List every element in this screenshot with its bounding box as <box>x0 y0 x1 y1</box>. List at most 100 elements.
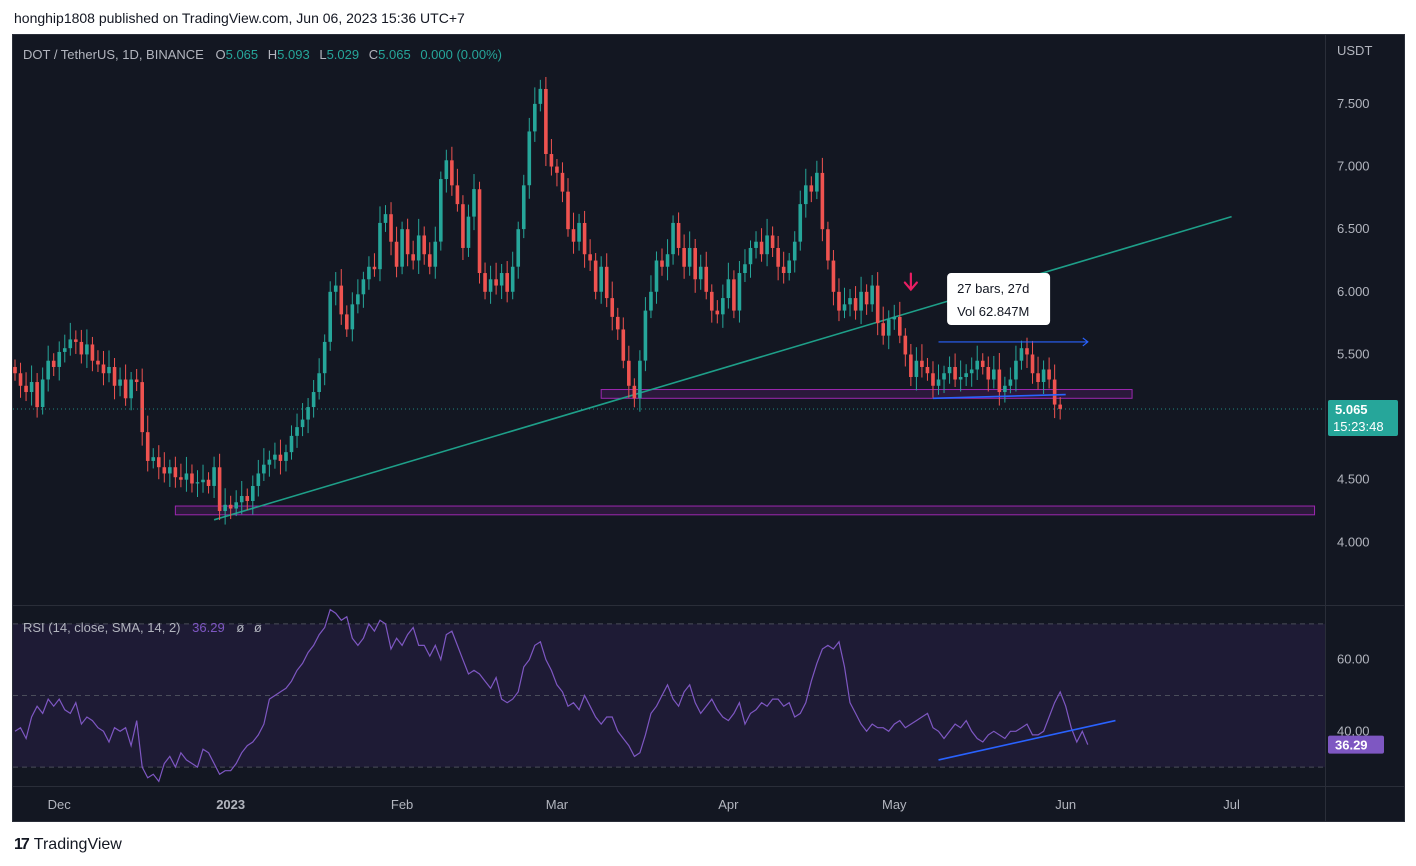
candle-body <box>571 229 576 242</box>
candle-body <box>544 88 548 155</box>
ascending-trendline <box>213 215 1232 521</box>
candle-body <box>444 160 449 180</box>
candle-body <box>737 273 742 311</box>
candle-body <box>416 235 421 261</box>
trendline-layer <box>213 215 1232 521</box>
candle-body <box>875 285 880 324</box>
candle-body <box>1036 373 1040 383</box>
measure-tooltip-line2: Vol 62.847M <box>957 304 1029 319</box>
candle-body <box>223 504 227 512</box>
candle-body <box>57 351 62 367</box>
candle-body <box>461 204 465 248</box>
candle-body <box>992 369 996 380</box>
candle-body <box>228 504 233 509</box>
low-label: L <box>319 47 326 62</box>
candle-body <box>732 279 736 311</box>
candle-body <box>687 247 692 267</box>
candle-body <box>245 496 250 502</box>
candle-body <box>798 204 803 242</box>
rsi-legend: RSI (14, close, SMA, 14, 2) 36.29 ø ø <box>23 620 262 635</box>
candle-body <box>394 241 399 267</box>
measure-tooltip-box <box>947 273 1051 326</box>
candle-body <box>909 354 913 377</box>
candle-body <box>604 266 609 299</box>
candle-body <box>256 473 261 486</box>
candle-body <box>759 241 764 255</box>
candle-body <box>499 273 504 286</box>
candle-body <box>671 222 675 255</box>
candle-body <box>721 298 725 315</box>
support-zone-1 <box>600 389 1133 399</box>
rsi-tick-1: 40.00 <box>1337 723 1370 738</box>
rsi-title: RSI (14, close, SMA, 14, 2) <box>23 620 181 635</box>
footer-logo-text: TradingView <box>33 836 122 853</box>
candle-body <box>35 382 39 408</box>
candle-body <box>803 185 808 205</box>
price-tick-0: 7.500 <box>1337 96 1370 111</box>
axes-layer: USDT 7.500 7.000 6.500 6.000 5.500 4.500 4.000 5… <box>13 35 1404 821</box>
candle-body <box>649 291 653 311</box>
candle-body <box>411 254 415 261</box>
candle-body <box>439 179 443 242</box>
footer-brand[interactable]: 17 TradingView <box>14 834 122 856</box>
candle-body <box>538 88 543 104</box>
candle-body <box>494 279 498 286</box>
rsi-legend-value: 36.29 <box>192 620 225 635</box>
candle-body <box>621 329 626 361</box>
candle-body <box>859 291 863 311</box>
candle-body <box>234 502 238 509</box>
candle-body <box>975 360 980 370</box>
candle-body <box>516 229 521 267</box>
candles-layer <box>13 76 1062 525</box>
candle-body <box>842 304 847 311</box>
candle-body <box>372 266 377 270</box>
candle-body <box>96 360 100 365</box>
candle-body <box>969 369 974 374</box>
candle-body <box>85 344 89 355</box>
last-price-label: 5.065 <box>1335 402 1368 417</box>
candle-body <box>250 485 255 501</box>
candle-body <box>1052 379 1057 405</box>
candle-body <box>770 235 775 248</box>
candle-body <box>698 266 703 280</box>
candle-body <box>389 214 393 242</box>
candle-body <box>588 254 592 261</box>
candle-body <box>549 154 554 167</box>
candle-body <box>654 260 659 292</box>
candle-body <box>190 473 194 484</box>
candle-body <box>239 496 244 503</box>
rsi-trendline <box>938 719 1116 761</box>
candle-body <box>62 348 67 352</box>
candle-body <box>433 241 438 267</box>
candle-body <box>112 367 117 386</box>
price-tick-1: 7.000 <box>1337 159 1370 174</box>
rsi-tick-0: 60.00 <box>1337 652 1370 667</box>
candle-body <box>212 467 216 486</box>
chart-frame[interactable]: 27 bars, 27d Vol 62.847M 60.00 40.00 36.29 … <box>12 34 1405 822</box>
candle-body <box>306 407 310 420</box>
candle-body <box>986 367 991 380</box>
candle-body <box>898 316 902 336</box>
candle-body <box>339 285 344 315</box>
candle-body <box>748 247 753 265</box>
symbol-legend: DOT / TetherUS, 1D, BINANCE O5.065 H5.09… <box>23 47 502 62</box>
candle-body <box>781 266 786 274</box>
candle-body <box>599 266 603 292</box>
candle-body <box>123 379 128 399</box>
time-tick-2: Feb <box>391 797 413 812</box>
candle-body <box>505 273 509 292</box>
candle-body <box>1030 354 1035 374</box>
candle-body <box>870 285 874 305</box>
candle-body <box>328 291 333 342</box>
candle-body <box>864 291 869 305</box>
candle-body <box>925 366 930 374</box>
candle-body <box>101 364 106 374</box>
candle-body <box>809 185 814 192</box>
candle-body <box>820 172 825 230</box>
candle-body <box>118 379 122 386</box>
candle-body <box>289 435 294 453</box>
rsi-value-badge <box>1328 735 1384 754</box>
time-tick-7: Jul <box>1223 797 1240 812</box>
candle-body <box>422 235 427 255</box>
